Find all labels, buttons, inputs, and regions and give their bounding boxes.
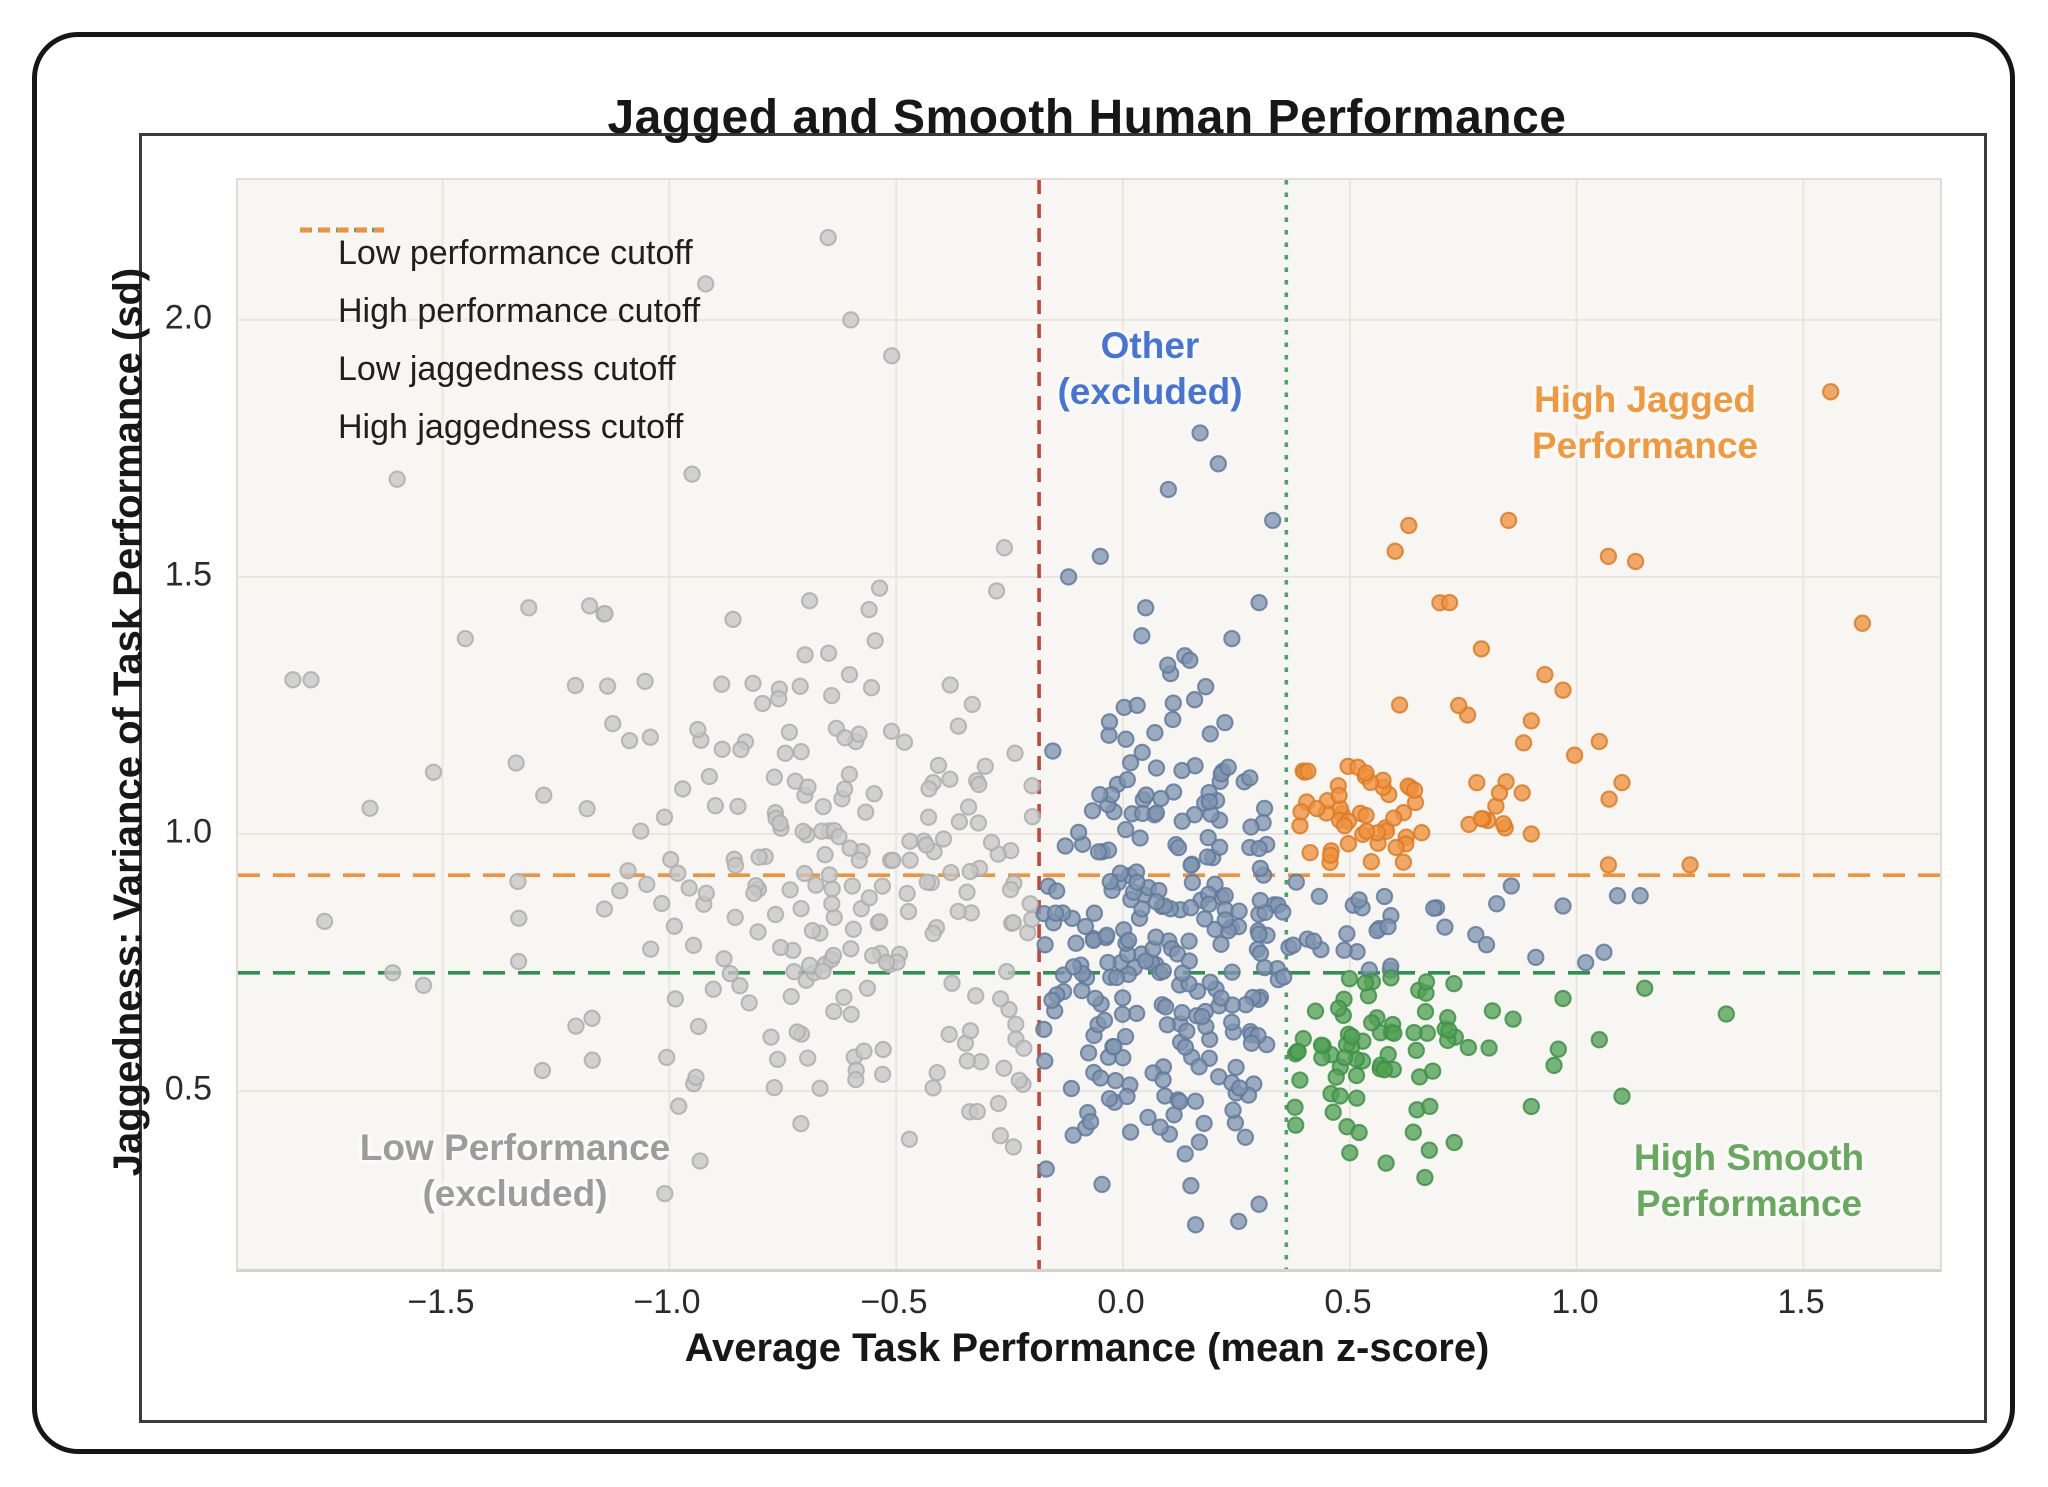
legend-item-low-jaggedness-cutoff: Low jaggedness cutoff [300, 227, 700, 398]
legend-item-label: High jaggedness cutoff [338, 407, 684, 446]
x-tick-label: −0.5 [860, 1283, 928, 1321]
x-tick-label: 0.5 [1324, 1283, 1372, 1321]
region-annotation-line: High Jagged [1533, 379, 1757, 420]
legend-item-label: Low jaggedness cutoff [338, 349, 676, 388]
scatter-group-low-performance-excluded [284, 228, 1042, 1203]
y-tick-label: 2.0 [164, 298, 212, 337]
x-axis-label: Average Task Performance (mean z-score) [684, 1326, 1490, 1370]
y-tick-label: 1.5 [164, 555, 212, 594]
x-tick-label: −1.0 [633, 1283, 701, 1321]
legend-item-high-performance-cutoff: High performance cutoff [300, 227, 701, 340]
scatter-group-other-excluded [1035, 424, 1649, 1234]
region-annotation-other-label: Other (excluded) [1057, 323, 1242, 415]
region-annotation-line: High Smooth [1633, 1137, 1865, 1178]
region-annotation-line: (excluded) [422, 1173, 608, 1214]
scatter-group-high-jagged-performance [1291, 383, 1872, 874]
region-annotation-line: Performance [1635, 1183, 1863, 1224]
region-annotation-line: Other [1100, 325, 1200, 366]
region-annotation-high-jagged-label: High Jagged Performance [1532, 377, 1758, 469]
region-annotation-line: Low Performance [359, 1127, 671, 1168]
legend-item-label: High performance cutoff [338, 291, 701, 330]
scatter-group-high-smooth-performance [1286, 969, 1735, 1187]
legend-item-high-jaggedness-cutoff: High jaggedness cutoff [300, 227, 700, 456]
y-tick-label: 1.0 [164, 812, 212, 851]
x-tick-label: 1.0 [1551, 1283, 1599, 1321]
legend: Low performance cutoff High performance c… [300, 224, 700, 456]
plot-area: Low performance cutoff High performance c… [236, 178, 1942, 1272]
legend-item-label: Low performance cutoff [338, 233, 693, 272]
scatter-plot-svg [238, 180, 1940, 1269]
x-tick-label: 0.0 [1097, 1283, 1145, 1321]
region-annotation-line: (excluded) [1057, 371, 1243, 412]
x-tick-label: 1.5 [1777, 1283, 1825, 1321]
region-annotation-high-smooth-label: High Smooth Performance [1634, 1135, 1864, 1227]
x-tick-label: −1.5 [407, 1283, 475, 1321]
chart-title: Jagged and Smooth Human Performance [607, 91, 1567, 144]
region-annotation-line: Performance [1531, 425, 1759, 466]
y-tick-label: 0.5 [164, 1069, 212, 1108]
legend-line-sample-dashed-icon [300, 227, 384, 233]
region-annotation-low-performance-label: Low Performance (excluded) [360, 1125, 670, 1217]
